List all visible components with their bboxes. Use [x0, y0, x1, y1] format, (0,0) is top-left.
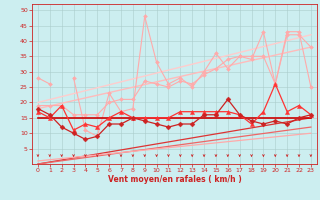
- X-axis label: Vent moyen/en rafales ( km/h ): Vent moyen/en rafales ( km/h ): [108, 175, 241, 184]
